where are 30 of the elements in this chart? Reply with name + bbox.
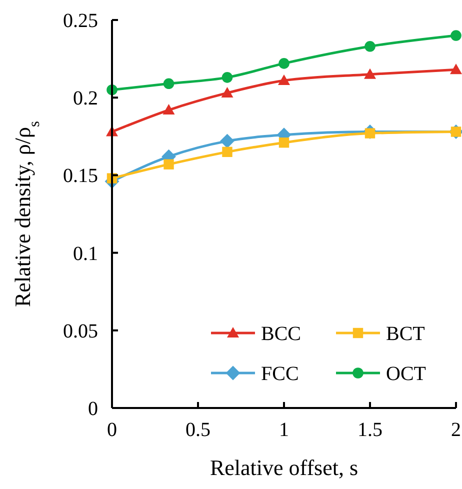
point: [162, 104, 175, 115]
point: [220, 134, 234, 148]
x-tick-label: 2: [451, 419, 461, 441]
y-tick-label: 0.05: [63, 320, 98, 342]
point: [450, 30, 462, 41]
point: [278, 58, 290, 69]
x-axis-title: Relative offset, s: [210, 455, 358, 480]
point: [278, 74, 290, 86]
point: [278, 138, 290, 148]
point: [164, 159, 174, 170]
point: [364, 68, 376, 79]
point: [163, 78, 174, 90]
point: [364, 40, 376, 52]
x-tick-label: 1.5: [358, 419, 382, 441]
y-tick-label: 0.15: [63, 165, 98, 188]
legend-label: BCC: [261, 323, 302, 345]
point: [450, 64, 462, 74]
point: [221, 86, 234, 98]
legend-label: OCT: [386, 363, 426, 385]
legend-label: FCC: [261, 363, 299, 385]
x-tick-label: 1: [279, 419, 289, 441]
y-tick-label: 0.25: [63, 10, 98, 32]
point: [222, 146, 232, 158]
y-tick-label: 0.1: [73, 242, 98, 265]
x-tick-label: 0.5: [186, 419, 210, 441]
x-tick-label: 0: [107, 419, 117, 441]
point: [222, 72, 233, 83]
legend-label: BCT: [386, 323, 425, 345]
y-tick-label: 0: [88, 398, 98, 420]
y-tick-label: 0.2: [73, 88, 98, 110]
